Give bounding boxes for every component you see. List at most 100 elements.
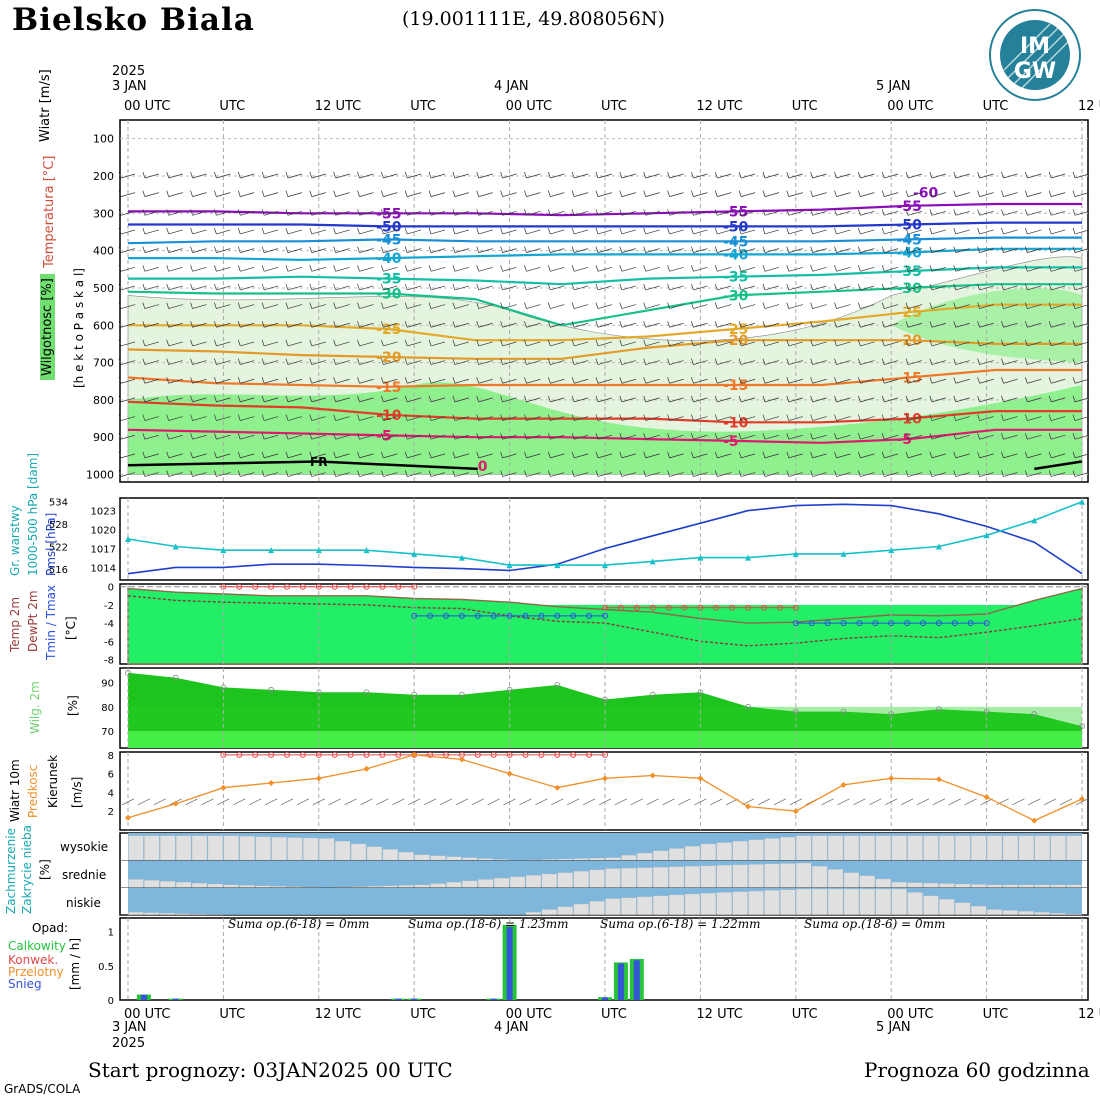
isotherm-label: -5	[376, 428, 392, 444]
cloud-clear-bar	[780, 889, 796, 916]
wind-barb	[547, 283, 551, 291]
wind-barb	[287, 266, 303, 272]
wind-barb	[237, 265, 241, 272]
wind-barb	[1074, 248, 1090, 253]
wind-barb	[166, 433, 170, 440]
wind-barb	[333, 339, 336, 347]
wind-barb	[168, 341, 183, 347]
cloud-clear-bar	[716, 865, 732, 888]
thickness-tick-label: 528	[49, 520, 68, 531]
wind-barb	[502, 397, 517, 403]
wind-barb	[667, 246, 670, 253]
wind-barb	[526, 304, 541, 309]
wind-barb	[452, 339, 456, 347]
wind-barb	[237, 470, 241, 477]
wind-barb	[357, 377, 360, 384]
wind-barb	[881, 265, 885, 272]
wind-barb	[597, 472, 613, 477]
wind-barb	[860, 360, 875, 365]
wind-barb	[383, 472, 398, 477]
wind-barb	[333, 227, 336, 235]
wind-barb	[979, 416, 994, 421]
wind-barb	[621, 453, 636, 459]
cloud-clear-bar	[128, 879, 144, 888]
wind-direction-barb	[233, 798, 246, 806]
label-predkosc: Predkosc	[26, 764, 40, 818]
wind-barb	[311, 434, 326, 440]
wind-barb	[810, 171, 813, 179]
wind-barb	[524, 358, 527, 365]
wind-barb	[645, 266, 660, 272]
wind-barb	[881, 171, 885, 179]
wind-barb	[741, 173, 756, 179]
wind-barb	[621, 416, 636, 421]
humidity-marker	[554, 682, 561, 688]
cloud-clear-bar	[144, 880, 160, 888]
bottom-tick-label: UTC	[410, 1007, 436, 1022]
label-precip-conv: Konwek.	[8, 953, 59, 967]
wind-direction-barb	[1044, 798, 1057, 806]
wind-barb	[860, 304, 875, 309]
wind-barb	[834, 265, 837, 272]
wind-barb	[645, 304, 660, 309]
cloud-clear-bar	[239, 885, 255, 888]
thickness-marker	[602, 562, 608, 569]
wind-barb	[142, 470, 146, 477]
tmin-marker	[904, 620, 911, 627]
wind-barb	[526, 416, 541, 421]
cloud-clear-bar	[287, 837, 303, 861]
wind-barb	[953, 171, 957, 179]
wind-direction-barb	[980, 798, 993, 806]
wind-barb	[333, 433, 336, 440]
wind-barb	[502, 453, 517, 459]
wind-barb	[476, 209, 480, 216]
wind-tick-label: 6	[108, 770, 114, 781]
wind-barb	[1027, 434, 1042, 440]
wind-barb	[881, 339, 885, 347]
wind-barb	[1001, 377, 1004, 384]
wind-barb	[428, 321, 432, 328]
wind-barb	[738, 414, 742, 421]
tmax-marker	[792, 604, 799, 611]
label-humidity: Wilgotnosc [%]	[40, 274, 55, 380]
cloud-clear-bar	[907, 835, 923, 861]
wind-barb	[714, 358, 718, 365]
wind-barb	[834, 302, 837, 309]
isotherm-label: -55	[376, 206, 401, 222]
wind-barb	[500, 358, 503, 365]
wind-barb	[691, 358, 694, 365]
cloud-clear-bar	[700, 843, 716, 861]
wind-barb	[858, 339, 861, 347]
wind-barb	[931, 266, 946, 272]
wind-barb	[261, 302, 265, 309]
wind-barb	[979, 378, 994, 384]
wind-barb	[524, 302, 527, 309]
wind-barb	[168, 248, 183, 253]
wind-barb	[741, 453, 756, 459]
wind-direction-barb	[678, 798, 691, 806]
wind-barb	[381, 358, 384, 365]
wind-barb	[144, 248, 159, 253]
wind-barb	[550, 248, 565, 253]
wind-barb	[834, 209, 837, 216]
wind-barb	[717, 416, 732, 421]
wind-barb	[786, 414, 790, 421]
cloud-clear-bar	[541, 909, 557, 916]
wind-barb	[454, 285, 469, 291]
humidity-marker	[983, 708, 990, 715]
cloud-clear-bar	[462, 880, 478, 888]
precip-snow-bar	[506, 927, 513, 1000]
wind-barb	[1051, 192, 1066, 197]
wind-barb	[955, 285, 970, 291]
pressure-tick-label: 800	[93, 394, 114, 407]
wind-barb	[168, 192, 183, 197]
wind-barb	[905, 358, 909, 365]
wind-barb	[741, 248, 756, 253]
wind-barb	[264, 322, 279, 328]
wind-barb	[190, 283, 193, 291]
cloud-clear-bar	[907, 892, 923, 916]
wind-barb	[383, 173, 398, 179]
wind-barb	[621, 210, 636, 216]
wind-barb	[764, 266, 780, 272]
cloud-clear-bar	[986, 835, 1003, 861]
